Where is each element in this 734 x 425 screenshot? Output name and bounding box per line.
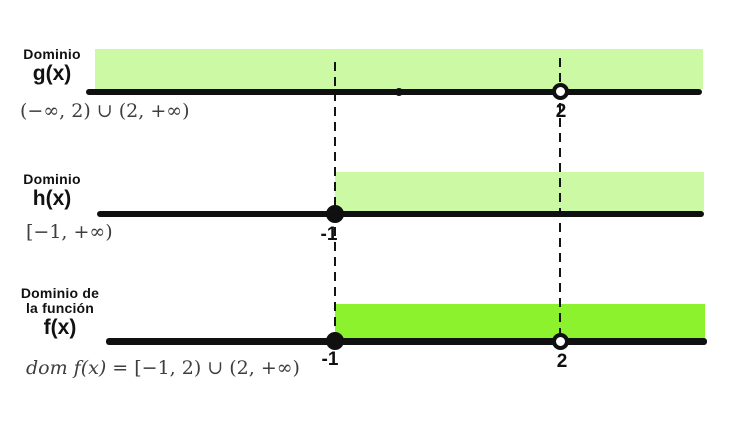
function-name-h: h(x) [32, 187, 72, 210]
interval-notation-h: [−1, +∞) [26, 221, 113, 243]
row-label-h: Dominio h(x) [8, 171, 96, 211]
closed-point-x-neg1-h [326, 205, 344, 223]
domain-band-h [335, 172, 704, 211]
domain-formula-f: dom f(x) = [−1, 2) ∪ (2, +∞) [26, 357, 300, 379]
interval-notation-g: (−∞, 2) ∪ (2, +∞) [20, 100, 190, 122]
label-la-funcion-f: la función [25, 300, 95, 316]
tick-label-neg1-h: -1 [320, 224, 338, 245]
dashed-guide-line-x-2 [559, 58, 561, 334]
closed-point-x-neg1-f [326, 332, 344, 350]
number-line-f [106, 338, 707, 345]
formula-rhs-f: = [−1, 2) ∪ (2, +∞) [106, 357, 300, 379]
number-line-h [97, 211, 704, 217]
row-label-g: Dominio g(x) [8, 46, 96, 86]
formula-lhs-f: dom f(x) [26, 357, 107, 379]
dashed-guide-line-x-neg1 [334, 62, 336, 334]
tick-label-neg1-f: -1 [321, 349, 339, 370]
tick-label-2-f: 2 [556, 351, 568, 372]
number-line-g [86, 89, 702, 95]
label-dominio-g: Dominio [23, 46, 81, 62]
label-dominio-h: Dominio [23, 171, 81, 187]
domain-band-f [335, 304, 705, 338]
function-name-f: f(x) [43, 316, 77, 339]
tick-label-2-g: 2 [555, 101, 567, 122]
function-name-g: g(x) [32, 62, 72, 85]
open-point-x2-g [552, 83, 569, 100]
domain-band-g [95, 49, 703, 89]
row-label-f: Dominio de la función f(x) [2, 285, 118, 340]
open-point-x2-f [552, 333, 569, 350]
label-dominio-de-f: Dominio de [20, 285, 100, 301]
small-point-marker-g [395, 88, 403, 96]
